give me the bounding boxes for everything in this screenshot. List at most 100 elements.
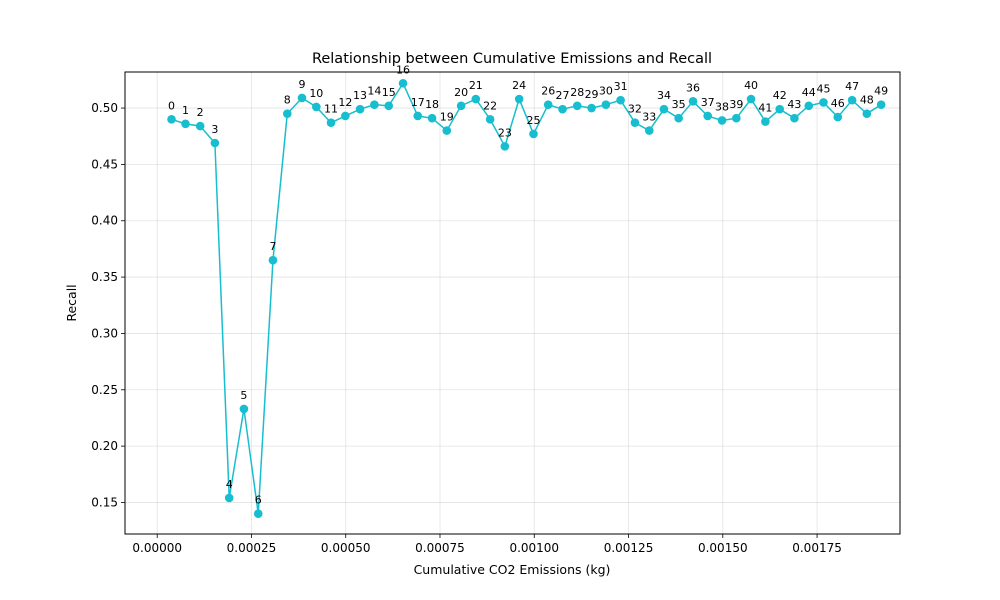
data-point [703,111,713,121]
point-label: 20 [454,86,468,99]
point-label: 19 [440,111,454,124]
data-point [456,101,466,111]
point-label: 9 [298,78,305,91]
point-label: 25 [527,114,541,127]
data-point [688,96,698,106]
chart-title: Relationship between Cumulative Emission… [312,51,712,67]
point-label: 46 [831,97,845,110]
x-tick-label: 0.00150 [698,541,748,555]
data-point [847,95,857,105]
point-label: 44 [802,86,816,99]
data-point [804,101,814,111]
data-point [790,113,799,123]
data-point [644,126,654,135]
data-point [210,138,220,148]
y-tick-label: 0.30 [91,326,118,340]
data-point [819,98,828,107]
point-label: 3 [211,123,218,136]
point-label: 35 [672,98,686,111]
point-label: 38 [715,100,729,113]
point-label: 6 [255,494,262,507]
point-label: 37 [701,96,715,109]
data-point [500,142,510,151]
point-label: 11 [324,103,338,116]
point-label: 18 [425,98,439,111]
data-point [268,255,278,265]
y-tick-label: 0.35 [91,270,118,284]
x-axis-label: Cumulative CO2 Emissions (kg) [414,562,611,577]
point-label: 31 [614,80,628,93]
point-label: 5 [240,389,247,402]
data-point [616,95,625,105]
data-point [876,100,886,109]
y-axis-label: Recall [64,284,79,321]
data-point [601,100,611,109]
point-label: 42 [773,89,787,102]
point-label: 17 [411,96,425,109]
data-point [862,109,872,118]
data-point [514,94,524,104]
data-point [732,113,741,123]
data-point [413,111,423,121]
point-label: 45 [816,82,830,95]
grid [125,72,900,534]
point-label: 1 [182,104,189,117]
point-label: 36 [686,81,700,94]
point-label: 47 [845,80,859,93]
x-tick-label: 0.00175 [792,541,842,555]
data-point [674,113,683,123]
data-point [543,100,553,109]
point-label: 4 [226,478,233,491]
point-label: 26 [541,85,555,98]
data-point [761,117,770,126]
point-label: 27 [556,89,570,102]
data-point [529,129,538,139]
data-point [471,94,481,104]
data-point [427,113,437,123]
point-label: 39 [729,98,743,111]
y-tick-label: 0.20 [91,439,118,453]
data-point [167,115,176,124]
point-label: 43 [787,98,801,111]
plot-frame [124,71,901,535]
data-point [630,118,640,128]
point-label: 40 [744,79,758,92]
data-point [775,104,785,114]
x-tick-label: 0.00000 [132,541,182,555]
y-tick-label: 0.50 [91,101,118,115]
data-point [558,104,567,114]
data-point [253,509,263,519]
data-point [282,109,292,118]
series-line [171,81,882,514]
data-point [485,115,495,124]
data-point [384,101,394,111]
y-tick-label: 0.25 [91,383,118,397]
ticks: 0.00000 0.00025 0.00050 0.00075 0.00100 0.001… [91,101,842,555]
data-point [224,493,234,503]
y-tick-label: 0.40 [91,214,118,228]
data-point [370,100,379,109]
x-tick-label: 0.00025 [227,541,277,555]
point-label: 48 [860,94,874,107]
point-label: 22 [483,99,497,112]
data-point [355,104,365,114]
data-point [195,121,205,131]
point-label: 7 [269,240,276,253]
data-point [442,126,452,135]
point-label: 41 [758,102,772,115]
point-label: 28 [570,86,584,99]
y-tick-label: 0.45 [91,157,118,171]
data-point [833,112,843,122]
point-label: 8 [284,94,291,107]
point-label: 16 [396,63,410,76]
y-tick-label: 0.15 [91,495,118,509]
data-point [341,111,350,121]
data-point [746,94,756,104]
data-point [239,404,249,414]
data-point [297,93,307,103]
point-label: 13 [353,89,367,102]
x-tick-label: 0.00075 [415,541,465,555]
point-label: 32 [628,103,642,116]
